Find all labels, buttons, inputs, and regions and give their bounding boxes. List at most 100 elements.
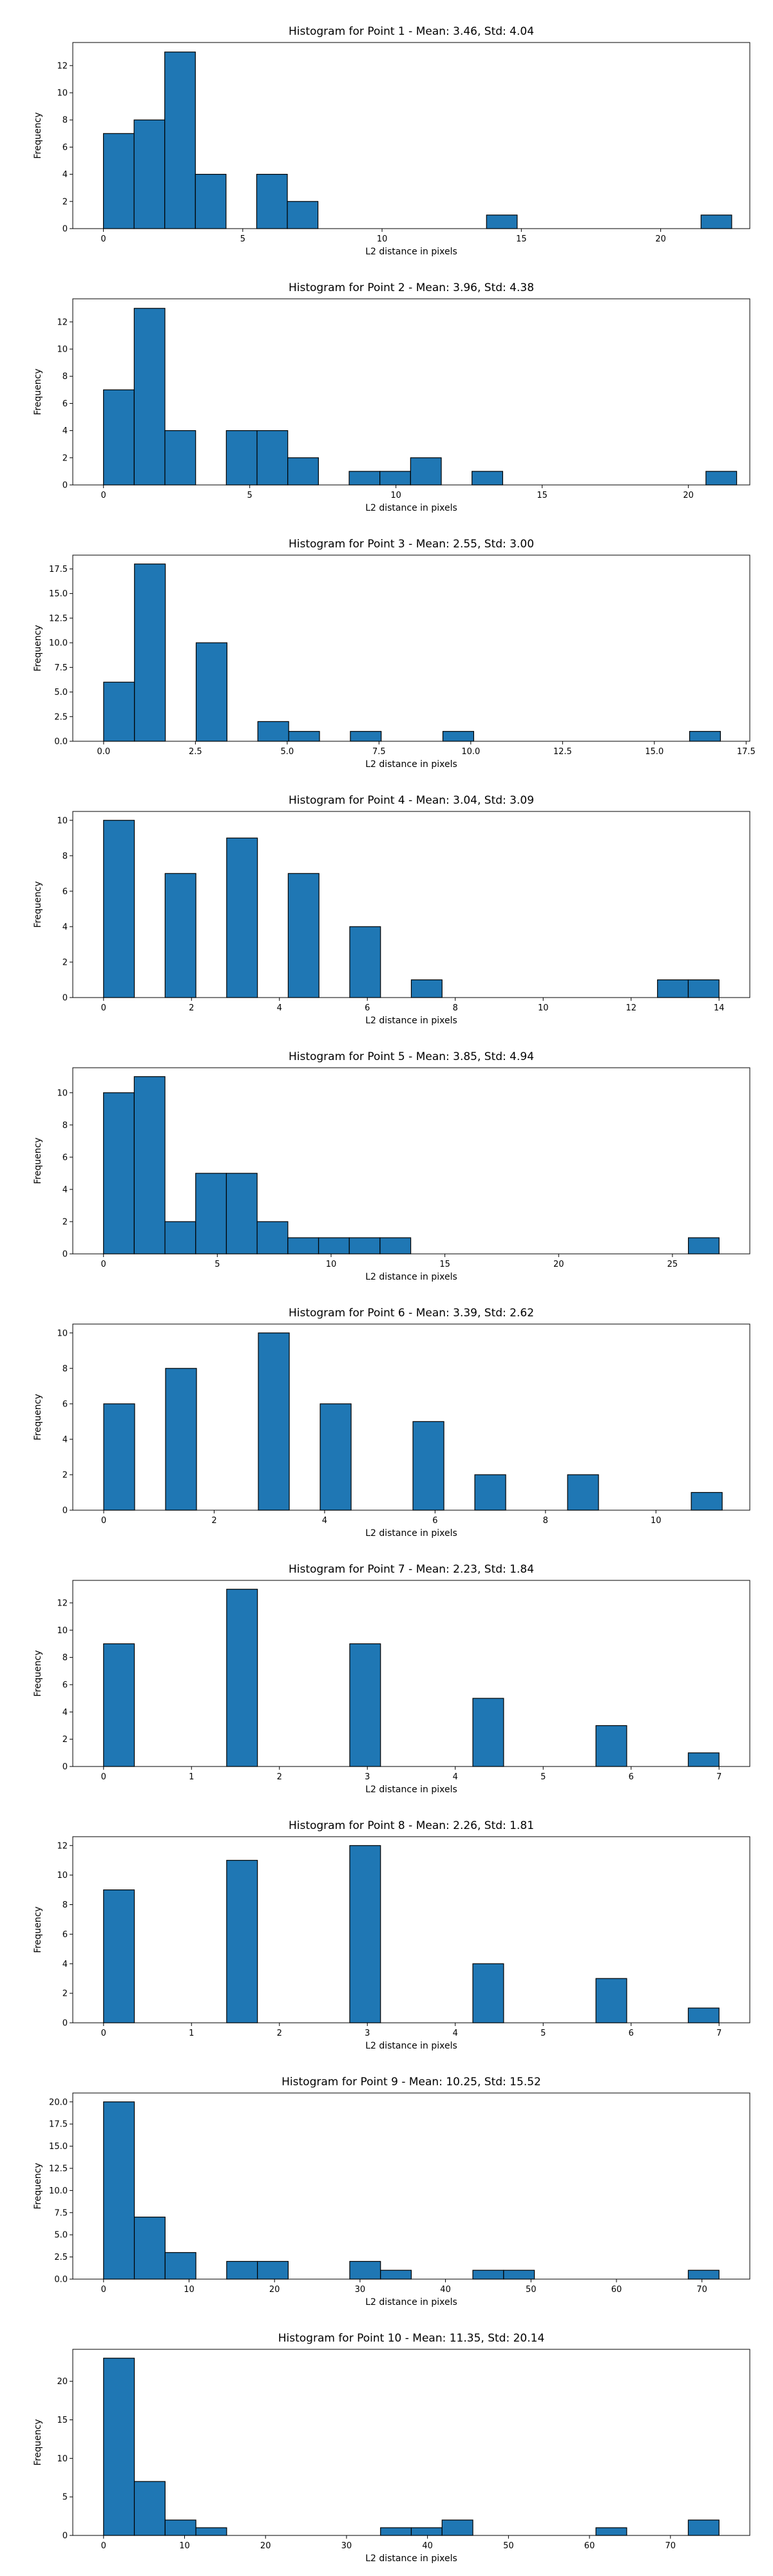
x-tick-label: 1 [189, 2029, 194, 2038]
y-tick-label: 2 [62, 958, 68, 967]
x-tick-label: 20 [553, 1260, 564, 1269]
x-tick-label: 8 [543, 1516, 548, 1526]
y-tick-label: 12.5 [49, 2164, 68, 2174]
y-tick-label: 6 [62, 887, 68, 896]
axes-frame [72, 1836, 750, 2023]
histogram-bar [164, 2519, 196, 2536]
histogram-bar [348, 471, 381, 486]
axes-frame [72, 2092, 750, 2280]
histogram-bar [350, 731, 382, 742]
y-tick-label: 5 [62, 2493, 68, 2503]
histogram-bar [688, 1237, 720, 1255]
y-tick-label: 8 [62, 1653, 68, 1663]
x-tick-label: 70 [665, 2541, 676, 2551]
histogram-bar [225, 430, 258, 486]
histogram-panel-8: Histogram for Point 8 - Mean: 2.26, Std:… [33, 1819, 750, 2051]
histogram-bar [256, 1221, 289, 1255]
y-tick-label: 4 [62, 922, 68, 932]
y-tick-label: 10 [57, 1626, 68, 1636]
y-tick-label: 15.0 [49, 2142, 68, 2152]
y-tick-label: 8 [62, 372, 68, 382]
y-tick-label: 12 [57, 61, 68, 71]
x-tick-label: 17.5 [737, 747, 756, 757]
y-tick-label: 0 [62, 2019, 68, 2029]
y-tick-label: 4 [62, 1960, 68, 1969]
histogram-panel-1: Histogram for Point 1 - Mean: 3.46, Std:… [33, 25, 750, 257]
y-tick-label: 15 [57, 2416, 68, 2425]
x-tick-label: 10 [184, 2285, 195, 2295]
y-tick-label: 0 [62, 994, 68, 1003]
x-tick-label: 3 [365, 2029, 370, 2038]
y-tick-label: 0 [62, 1250, 68, 1260]
x-tick-label: 25 [667, 1260, 678, 1269]
axes-frame [72, 554, 750, 742]
y-axis-label: Frequency [33, 2163, 43, 2209]
histogram-bar [567, 1474, 599, 1511]
y-tick-label: 5.0 [54, 2231, 68, 2240]
histogram-bar [700, 214, 732, 229]
histogram-bar [687, 2007, 720, 2023]
histogram-bar [687, 1752, 720, 1767]
x-tick-label: 0.0 [97, 747, 111, 757]
y-tick-label: 6 [62, 1153, 68, 1162]
y-tick-label: 12 [57, 1598, 68, 1608]
histogram-bar [691, 1492, 723, 1511]
y-tick-label: 12 [57, 1841, 68, 1851]
histogram-bar [103, 681, 135, 742]
histogram-panel-4: Histogram for Point 4 - Mean: 3.04, Std:… [33, 794, 750, 1026]
x-tick-label: 20 [683, 491, 694, 500]
x-tick-label: 40 [422, 2541, 433, 2551]
x-tick-label: 5 [215, 1260, 220, 1269]
y-tick-label: 8 [62, 851, 68, 861]
x-tick-label: 60 [584, 2541, 595, 2551]
chart-title: Histogram for Point 9 - Mean: 10.25, Std… [282, 2076, 541, 2088]
y-axis-label: Frequency [33, 1394, 43, 1440]
y-tick-label: 2 [62, 1735, 68, 1745]
histogram-panel-10: Histogram for Point 10 - Mean: 11.35, St… [33, 2332, 750, 2564]
x-tick-label: 40 [440, 2285, 451, 2295]
histogram-bar [472, 1698, 504, 1767]
y-tick-label: 2.5 [54, 712, 68, 722]
y-tick-label: 4 [62, 1435, 68, 1444]
x-tick-label: 4 [322, 1516, 327, 1526]
x-tick-label: 0 [101, 491, 106, 500]
histogram-bar [195, 1173, 227, 1255]
x-tick-label: 2 [189, 1003, 194, 1013]
histogram-bar [503, 2269, 535, 2280]
histogram-bar [103, 2358, 135, 2536]
histogram-bar [379, 471, 411, 486]
x-tick-label: 1 [189, 1772, 194, 1782]
histogram-bar [318, 1237, 350, 1255]
histogram-panel-7: Histogram for Point 7 - Mean: 2.23, Std:… [33, 1563, 750, 1795]
histogram-bar [257, 2260, 289, 2280]
y-axis-label: Frequency [33, 881, 43, 927]
y-tick-label: 6 [62, 1930, 68, 1940]
histogram-bar [412, 1421, 444, 1511]
x-tick-label: 4 [453, 1772, 458, 1782]
x-axis-label: L2 distance in pixels [365, 1016, 457, 1026]
histogram-bar [349, 1643, 381, 1767]
x-axis-label: L2 distance in pixels [365, 1272, 457, 1282]
y-axis-label: Frequency [33, 112, 43, 158]
histogram-bar [195, 174, 227, 229]
x-axis-label: L2 distance in pixels [365, 503, 457, 513]
histogram-bar [595, 1978, 627, 2023]
x-tick-label: 0 [101, 2541, 106, 2551]
x-tick-label: 10 [538, 1003, 549, 1013]
histogram-panel-9: Histogram for Point 9 - Mean: 10.25, Std… [33, 2076, 750, 2307]
x-tick-label: 3 [365, 1772, 370, 1782]
x-tick-label: 10 [179, 2541, 190, 2551]
histogram-bar [226, 837, 258, 998]
chart-title: Histogram for Point 6 - Mean: 3.39, Std:… [289, 1307, 534, 1320]
chart-title: Histogram for Point 4 - Mean: 3.04, Std:… [289, 794, 534, 807]
y-axis-label: Frequency [33, 2419, 43, 2465]
y-tick-label: 10 [57, 2454, 68, 2464]
x-tick-label: 10.0 [461, 747, 480, 757]
histogram-panel-2: Histogram for Point 2 - Mean: 3.96, Std:… [33, 281, 750, 513]
x-tick-label: 50 [503, 2541, 514, 2551]
y-axis-label: Frequency [33, 368, 43, 415]
y-tick-label: 15.0 [49, 589, 68, 599]
y-tick-label: 0 [62, 1763, 68, 1772]
y-tick-label: 4 [62, 1708, 68, 1718]
x-tick-label: 0 [101, 2285, 106, 2295]
